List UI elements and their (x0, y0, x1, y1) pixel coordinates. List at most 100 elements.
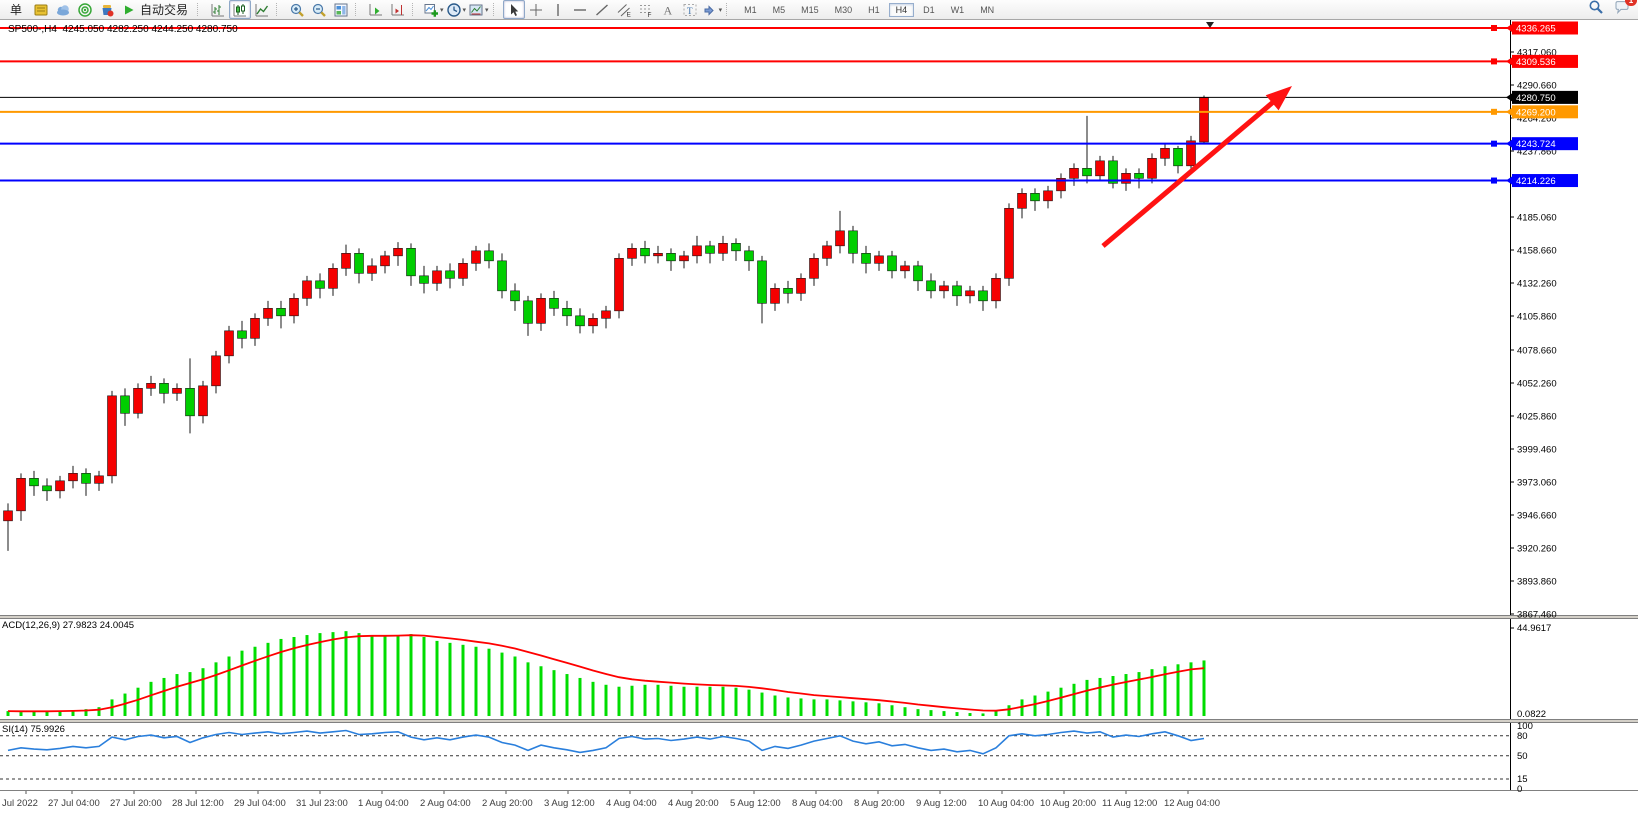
svg-text:4078.660: 4078.660 (1517, 346, 1557, 357)
vertical-line-icon[interactable] (547, 0, 569, 19)
candle-body (3, 510, 13, 522)
line-chart-icon[interactable] (251, 0, 273, 19)
macd-histogram-bar (1098, 677, 1102, 716)
level-line-handle[interactable] (1491, 177, 1497, 184)
chart-shift-icon[interactable] (387, 0, 409, 19)
bars-chart-icon[interactable] (207, 0, 229, 19)
timeframe-m30-button[interactable]: M30 (834, 4, 853, 15)
autoscroll-glyph (369, 3, 383, 15)
arrows-objects-icon[interactable]: ▾ (701, 0, 724, 19)
candles-layer (3, 95, 1209, 551)
macd-histogram-bar (760, 692, 764, 716)
zoom-in-icon[interactable] (286, 0, 308, 19)
timeframe-m1-button[interactable]: M1 (744, 4, 757, 15)
vline-glyph (556, 3, 559, 16)
bars-glyph (211, 3, 225, 16)
toolbar-group-trade: 单 自动交易 (0, 0, 196, 19)
trendline-icon[interactable] (591, 0, 613, 19)
candle-body (250, 318, 260, 339)
crosshair-icon[interactable] (525, 0, 547, 19)
svg-text:4280.750: 4280.750 (1516, 93, 1556, 104)
candle-body (549, 298, 559, 309)
signals-icon[interactable] (74, 0, 96, 19)
macd-histogram-bar (929, 710, 933, 716)
svg-text:4052.260: 4052.260 (1517, 379, 1557, 390)
svg-text:ACD(12,26,9) 27.9823 24.0045: ACD(12,26,9) 27.9823 24.0045 (2, 620, 134, 631)
macd-histogram-bar (825, 699, 829, 716)
candle-body (926, 280, 936, 292)
dropdown-arrow-icon[interactable]: ▾ (462, 6, 467, 14)
text-label-icon[interactable]: T (679, 0, 701, 19)
candle-body (1108, 160, 1118, 184)
level-line-handle[interactable] (1491, 140, 1497, 147)
candle-body (42, 485, 52, 492)
macd-histogram-bar (58, 710, 62, 716)
candle-body (224, 330, 234, 357)
timeframe-m15-button[interactable]: M15 (801, 4, 819, 15)
candlestick-chart-icon[interactable] (229, 0, 252, 19)
macd-histogram-bar (1202, 660, 1206, 716)
main-toolbar: 单 自动交易 ▾ ▾ ▾ E F A T ▾ M1 M5 M15 M30 H1 H4 D1 W1 MN 1 (0, 0, 1638, 20)
dropdown-arrow-icon[interactable]: ▾ (718, 6, 723, 14)
macd-histogram-bar (123, 693, 127, 716)
candle-body (692, 245, 702, 257)
search-icon[interactable] (1588, 0, 1604, 20)
svg-text:11 Aug 12:00: 11 Aug 12:00 (1102, 798, 1157, 809)
macd-histogram-bar (747, 689, 751, 716)
candle-body (263, 308, 273, 319)
timeframe-m5-button[interactable]: M5 (772, 4, 786, 15)
templates-button[interactable]: ▾ (467, 0, 490, 19)
candle-body (289, 298, 299, 317)
chart-cloud-icon[interactable] (52, 0, 74, 19)
periods-button[interactable]: ▾ (445, 0, 468, 19)
fibonacci-icon[interactable]: F (635, 0, 657, 19)
trend-arrow[interactable] (1101, 86, 1292, 248)
macd-histogram-bar (1189, 662, 1193, 716)
timeframe-h1-button[interactable]: H1 (868, 4, 880, 15)
macd-histogram-bar (253, 646, 257, 716)
dropdown-arrow-icon[interactable]: ▾ (440, 6, 444, 14)
macd-histogram-bar (981, 713, 985, 716)
timeframe-d1-button[interactable]: D1 (923, 4, 935, 15)
chat-icon[interactable]: 1 (1614, 0, 1637, 20)
level-line-handle[interactable] (1491, 24, 1497, 31)
dropdown-arrow-icon[interactable]: ▾ (485, 6, 489, 14)
macd-histogram-bar (591, 681, 595, 716)
horizontal-line-icon[interactable] (569, 0, 591, 19)
zoom-out-icon[interactable] (308, 0, 330, 19)
new-chart-button[interactable]: ▾ (422, 0, 445, 19)
candle-body (809, 258, 819, 279)
macd-histogram-bar (71, 710, 75, 716)
macd-histogram-bar (214, 662, 218, 716)
candle-body (107, 395, 117, 477)
market-icon[interactable] (96, 0, 118, 19)
auto-scroll-icon[interactable] (365, 0, 387, 19)
level-line-handle[interactable] (1491, 108, 1497, 115)
candle-body (575, 315, 585, 327)
candle-body (874, 255, 884, 264)
new-order-label[interactable]: 单 (9, 3, 22, 17)
journal-icon[interactable] (30, 0, 52, 19)
candle-body (965, 290, 975, 297)
candle-body (471, 250, 481, 264)
candle-body (172, 388, 182, 394)
cursor-icon[interactable] (502, 0, 525, 19)
candle-body (159, 383, 169, 394)
text-icon[interactable]: A (657, 0, 679, 19)
bar-shift-marker[interactable] (1206, 22, 1214, 28)
timeframe-mn-button[interactable]: MN (980, 4, 995, 15)
svg-text:3867.460: 3867.460 (1517, 610, 1557, 621)
autotrading-button[interactable]: 自动交易 (118, 0, 194, 19)
level-lines (0, 24, 1510, 184)
tile-windows-icon[interactable] (330, 0, 352, 19)
equidistant-channel-icon[interactable]: E (613, 0, 635, 19)
candle-body (848, 230, 858, 254)
level-line-handle[interactable] (1491, 58, 1497, 65)
timeframe-h4-button[interactable]: H4 (888, 2, 915, 17)
timeframe-w1-button[interactable]: W1 (950, 4, 965, 15)
macd-histogram-bar (383, 636, 387, 716)
svg-text:3946.660: 3946.660 (1517, 511, 1557, 522)
